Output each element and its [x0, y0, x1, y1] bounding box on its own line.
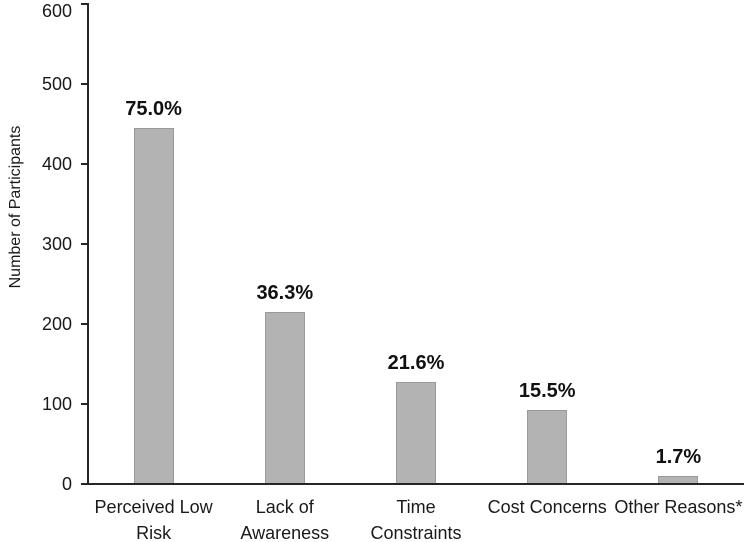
bar-value-label: 75.0%	[125, 98, 182, 120]
y-tick-mark	[81, 323, 88, 325]
y-tick-mark	[81, 403, 88, 405]
bar	[527, 410, 568, 484]
y-tick-mark	[81, 83, 88, 85]
bar-value-label: 15.5%	[518, 380, 576, 403]
x-category-label: Other Reasons*	[614, 497, 743, 517]
y-axis-line	[87, 3, 89, 485]
y-tick-mark	[81, 163, 88, 165]
bar	[133, 128, 174, 484]
y-tick-label: 500	[41, 74, 72, 94]
bar-value-label: 21.6%	[387, 351, 445, 374]
y-tick-mark	[81, 243, 88, 245]
x-category-label: Lack of Awareness	[240, 497, 330, 542]
y-tick-label: 400	[41, 154, 72, 174]
x-category-label: Cost Concerns	[487, 497, 607, 517]
y-tick-label: 300	[41, 234, 72, 254]
y-tick-label: 200	[41, 314, 72, 334]
bar-value-label: 36.3%	[256, 282, 314, 304]
y-tick-label: 100	[41, 394, 72, 414]
y-axis-title: Number of Participants	[7, 125, 24, 289]
bar	[264, 312, 305, 484]
y-tick-mark	[81, 483, 88, 485]
bar-value-label: 1.7%	[655, 446, 702, 468]
x-category-label: Perceived Low Risk	[94, 497, 213, 542]
bar	[396, 381, 436, 484]
x-axis-line	[87, 483, 744, 485]
y-tick-label: 600	[41, 1, 72, 21]
y-tick-label: 0	[61, 474, 72, 494]
x-category-label: Time Constraints	[370, 497, 462, 542]
y-tick-mark	[81, 3, 88, 5]
